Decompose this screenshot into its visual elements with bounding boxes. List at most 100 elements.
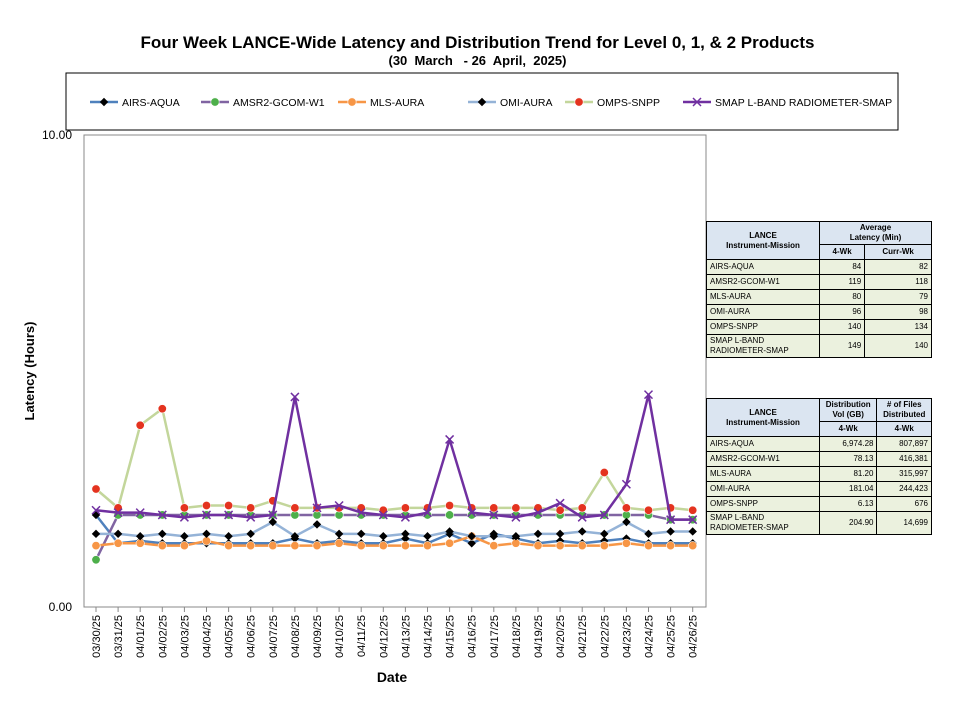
- x-tick-label: 04/08/25: [290, 615, 302, 658]
- instrument-cell: AIRS-AQUA: [706, 436, 820, 452]
- x-tick-label: 04/12/25: [378, 615, 390, 658]
- x-tick-label: 04/01/25: [135, 615, 147, 658]
- y-tick-label: 0.00: [49, 600, 73, 614]
- data-point-smap-l-band-radiometer-smap: [157, 510, 167, 520]
- data-point-smap-l-band-radiometer-smap: [533, 508, 543, 518]
- instrument-cell: MLS-AURA: [706, 289, 820, 305]
- table-row: MLS-AURA 81.20 315,997: [706, 466, 932, 482]
- data-point-omi-aura: [224, 531, 233, 541]
- latency-currwk-cell: 98: [864, 304, 932, 320]
- data-point-omi-aura: [666, 527, 675, 536]
- data-point-omi-aura: [91, 529, 101, 539]
- files-distributed-cell: 676: [876, 496, 932, 512]
- data-point-omi-aura: [600, 529, 609, 539]
- data-point-omps-snpp: [378, 505, 388, 515]
- data-point-smap-l-band-radiometer-smap: [422, 508, 433, 518]
- data-point-omps-snpp: [113, 503, 123, 513]
- latency-4wk-cell: 96: [818, 304, 866, 320]
- y-axis-label: Latency (Hours): [22, 322, 37, 421]
- data-point-mls-aura: [312, 541, 322, 551]
- col-header-avg-latency: Average Latency (Min): [819, 221, 932, 245]
- data-point-smap-l-band-radiometer-smap: [467, 508, 477, 518]
- distribution-table: LANCE Instrument-Mission Distribution Vol (…: [706, 398, 932, 535]
- distribution-vol-cell: 81.20: [818, 466, 878, 482]
- data-point-omi-aura: [202, 529, 211, 539]
- x-tick-label: 04/24/25: [644, 615, 656, 658]
- data-point-smap-l-band-radiometer-smap: [688, 515, 698, 525]
- data-point-smap-l-band-radiometer-smap: [179, 512, 189, 522]
- data-point-smap-l-band-radiometer-smap: [290, 392, 300, 402]
- legend-marker-omi-aura: [477, 97, 487, 107]
- data-point-mls-aura: [334, 538, 344, 548]
- latency-currwk-cell: 82: [864, 259, 932, 275]
- data-point-smap-l-band-radiometer-smap: [577, 512, 587, 522]
- col-header-instrument: LANCE Instrument-Mission: [706, 221, 820, 260]
- col-subheader: 4-Wk: [818, 244, 866, 260]
- data-point-smap-l-band-radiometer-smap: [113, 508, 123, 518]
- data-point-mls-aura: [113, 538, 123, 548]
- x-tick-label: 04/05/25: [224, 615, 236, 658]
- data-point-mls-aura: [621, 538, 631, 548]
- legend-marker-mls-aura: [347, 97, 357, 107]
- legend-label-amsr2-gcom-w1: AMSR2-GCOM-W1: [233, 97, 325, 109]
- legend-label-smap-l-band-radiometer-smap: SMAP L-BAND RADIOMETER-SMAP: [715, 97, 892, 109]
- data-point-smap-l-band-radiometer-smap: [246, 512, 256, 522]
- latency-currwk-cell: 118: [864, 274, 932, 290]
- data-point-smap-l-band-radiometer-smap: [643, 390, 654, 400]
- table-row: OMI-AURA 181.04 244,423: [706, 481, 932, 497]
- data-point-omps-snpp: [202, 501, 212, 511]
- data-point-airs-aqua: [91, 510, 101, 520]
- x-tick-label: 04/13/25: [400, 615, 412, 658]
- data-point-omps-snpp: [555, 505, 565, 515]
- files-distributed-cell: 244,423: [876, 481, 932, 497]
- data-point-mls-aura: [224, 541, 234, 551]
- data-point-mls-aura: [378, 541, 388, 551]
- series-line-mls-aura: [95, 534, 693, 547]
- series-line-smap-l-band-radiometer-smap: [95, 393, 693, 521]
- data-point-amsr2-gcom-w1: [91, 555, 101, 565]
- instrument-cell: AMSR2-GCOM-W1: [706, 451, 820, 467]
- data-point-omps-snpp: [246, 503, 256, 513]
- data-point-omps-snpp: [179, 503, 189, 513]
- data-point-mls-aura: [643, 541, 653, 551]
- x-tick-label: 04/02/25: [157, 615, 169, 658]
- col-subheader: Curr-Wk: [864, 244, 932, 260]
- distribution-vol-cell: 78.13: [818, 451, 878, 467]
- data-point-omi-aura: [401, 529, 410, 539]
- data-point-omps-snpp: [688, 505, 698, 515]
- data-point-omi-aura: [511, 531, 521, 541]
- data-point-omi-aura: [577, 527, 587, 536]
- data-point-omi-aura: [489, 531, 499, 541]
- col-header-files-distributed: # of Files Distributed: [876, 398, 932, 422]
- distribution-vol-cell: 6.13: [818, 496, 878, 512]
- table-subheader-row: 4-Wk 4-Wk: [707, 421, 932, 437]
- x-tick-label: 04/22/25: [599, 615, 611, 658]
- data-point-mls-aura: [246, 541, 256, 551]
- data-point-mls-aura: [445, 538, 455, 548]
- data-point-omi-aura: [467, 531, 476, 541]
- data-point-mls-aura: [290, 541, 300, 551]
- data-point-omi-aura: [268, 517, 278, 527]
- instrument-cell: AIRS-AQUA: [706, 259, 820, 275]
- data-point-mls-aura: [422, 541, 432, 551]
- table-row: OMPS-SNPP 140 134: [706, 319, 932, 335]
- latency-table: LANCE Instrument-Mission Average Latency (M…: [706, 221, 932, 358]
- x-tick-label: 04/20/25: [555, 615, 567, 658]
- data-point-omps-snpp: [400, 503, 410, 513]
- data-point-omi-aura: [180, 531, 189, 541]
- instrument-cell: OMPS-SNPP: [706, 319, 820, 335]
- col-header-instrument: LANCE Instrument-Mission: [706, 398, 820, 437]
- data-point-mls-aura: [157, 541, 167, 551]
- instrument-cell: AMSR2-GCOM-W1: [706, 274, 820, 290]
- x-tick-label: 04/25/25: [666, 615, 678, 658]
- data-point-mls-aura: [533, 541, 543, 551]
- data-point-omps-snpp: [599, 467, 609, 477]
- x-axis-label: Date: [377, 669, 408, 685]
- data-point-omi-aura: [135, 531, 145, 541]
- x-tick-label: 04/06/25: [246, 615, 258, 658]
- data-point-omi-aura: [334, 529, 344, 539]
- x-tick-label: 04/17/25: [489, 615, 501, 658]
- files-distributed-cell: 807,897: [876, 436, 932, 452]
- y-tick-label: 10.00: [42, 128, 72, 142]
- data-point-omi-aura: [622, 517, 631, 527]
